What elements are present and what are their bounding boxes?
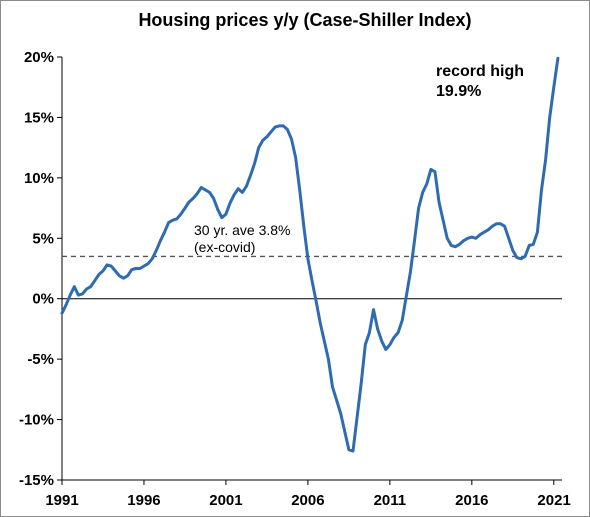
x-tick-label: 2016 bbox=[455, 492, 488, 509]
chart-title: Housing prices y/y (Case-Shiller Index) bbox=[138, 10, 471, 30]
x-tick-label: 2021 bbox=[537, 492, 570, 509]
y-tick-label: 0% bbox=[32, 291, 54, 308]
x-tick-label: 1991 bbox=[45, 492, 78, 509]
x-tick-label: 2001 bbox=[209, 492, 242, 509]
record-high-value: 19.9% bbox=[436, 83, 481, 100]
series-line bbox=[60, 56, 560, 453]
x-tick-label: 1996 bbox=[127, 492, 160, 509]
record-high-label: record high bbox=[436, 63, 524, 80]
y-tick-label: -5% bbox=[27, 351, 54, 368]
reference-line-label: 30 yr. ave 3.8% bbox=[194, 222, 291, 238]
x-tick-label: 2006 bbox=[291, 492, 324, 509]
y-tick-label: 15% bbox=[24, 109, 54, 126]
y-tick-label: 20% bbox=[24, 49, 54, 66]
y-axis: 20% 15% 10% 5% 0% -5% -10% -15% bbox=[19, 49, 63, 489]
y-tick-label: -15% bbox=[19, 472, 54, 489]
y-tick-label: -10% bbox=[19, 412, 54, 429]
x-tick-label: 2011 bbox=[374, 492, 407, 509]
x-axis: 1991 1996 2001 2006 2011 2016 2021 bbox=[45, 479, 571, 509]
series bbox=[60, 56, 560, 453]
reference-line-sublabel: (ex-covid) bbox=[194, 239, 255, 255]
y-tick-label: 5% bbox=[32, 230, 54, 247]
y-tick-label: 10% bbox=[24, 170, 54, 187]
